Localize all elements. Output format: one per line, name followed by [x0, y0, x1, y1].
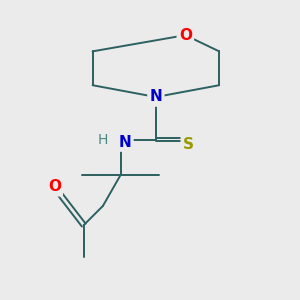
- Text: N: N: [149, 89, 162, 104]
- Text: O: O: [48, 179, 61, 194]
- Text: N: N: [118, 134, 131, 149]
- Text: S: S: [183, 136, 194, 152]
- Text: O: O: [179, 28, 192, 43]
- Text: H: H: [98, 133, 108, 147]
